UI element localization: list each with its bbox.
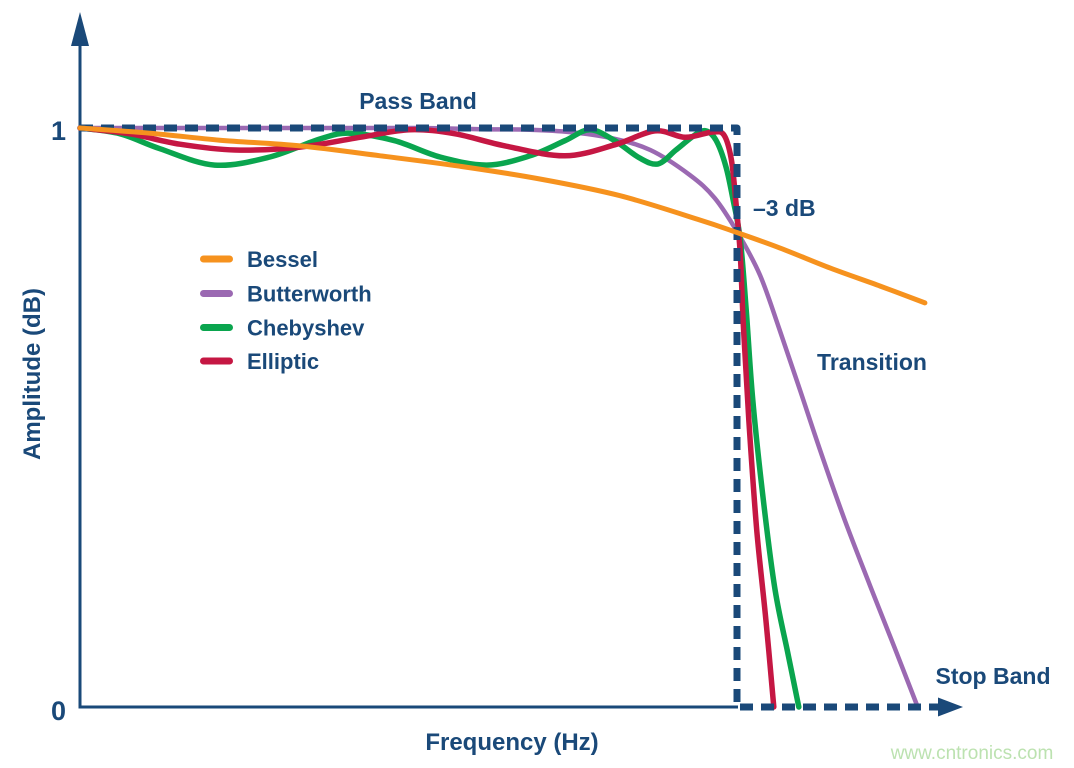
legend-swatch-butterworth xyxy=(200,290,233,297)
series-bessel xyxy=(77,125,928,306)
series-elliptic xyxy=(77,125,777,710)
y-tick-0: 0 xyxy=(51,696,66,726)
pass-band-label: Pass Band xyxy=(359,88,477,114)
legend-swatch-elliptic xyxy=(200,357,233,365)
x-axis-arrow-icon xyxy=(938,697,963,717)
legend-label-butterworth: Butterworth xyxy=(247,282,372,307)
y-axis-title: Amplitude (dB) xyxy=(19,288,46,460)
series-ideal-brick-wall-response xyxy=(80,124,938,711)
legend-label-bessel: Bessel xyxy=(247,247,318,272)
legend-swatch-chebyshev xyxy=(200,324,233,331)
stop-band-label: Stop Band xyxy=(936,663,1051,689)
series-chebyshev xyxy=(77,125,802,710)
legend: Bessel Butterworth Chebyshev Elliptic xyxy=(200,247,372,374)
curves-layer xyxy=(77,124,938,711)
legend-label-elliptic: Elliptic xyxy=(247,349,319,374)
legend-label-chebyshev: Chebyshev xyxy=(247,316,365,341)
transition-label: Transition xyxy=(817,349,927,375)
minus-3db-label: –3 dB xyxy=(753,195,816,221)
y-axis-arrow-icon xyxy=(71,12,89,46)
x-axis-title: Frequency (Hz) xyxy=(425,729,598,756)
watermark-text: www.cntronics.com xyxy=(890,743,1054,764)
y-tick-1: 1 xyxy=(51,116,66,146)
series-butterworth xyxy=(77,125,920,710)
legend-swatch-bessel xyxy=(200,255,233,263)
